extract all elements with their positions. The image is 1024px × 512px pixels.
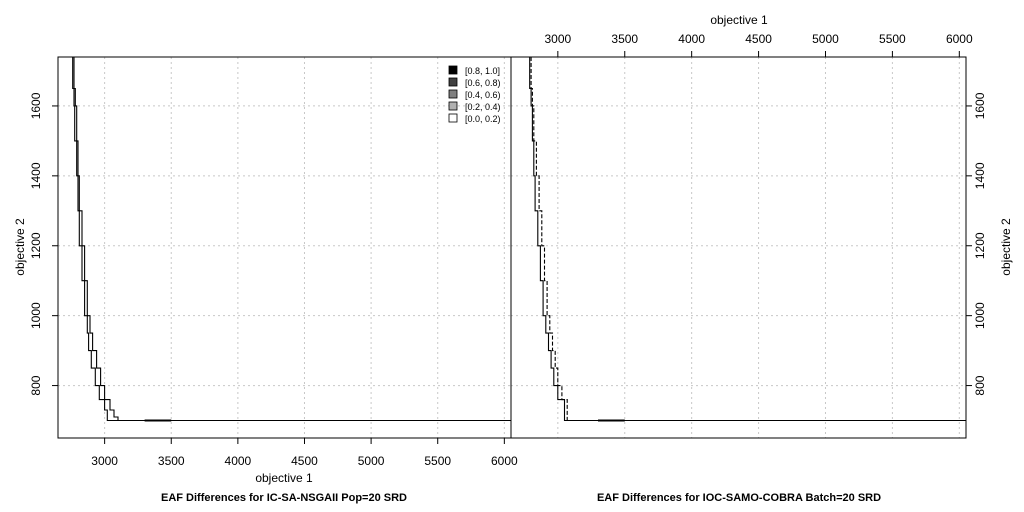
series-line-1: [72, 57, 511, 422]
x-tick-label: 6000: [491, 454, 518, 468]
legend-swatch: [448, 89, 458, 99]
legend-label: [0.0, 0.2): [465, 114, 501, 124]
legend-label: [0.2, 0.4): [465, 102, 501, 112]
x-tick-label: 3000: [91, 454, 118, 468]
panel-title: EAF Differences for IOC-SAMO-COBRA Batch…: [597, 492, 881, 504]
y-tick-label: 1000: [973, 302, 987, 329]
left-panel: 3000 3500 4000 4500 5000 5500 6000 objective 1 8…: [13, 56, 518, 504]
y-tick-label: 1600: [973, 92, 987, 119]
y-tick-label: 1200: [973, 232, 987, 259]
x-tick-label: 5000: [358, 454, 385, 468]
legend-label: [0.4, 0.6): [465, 90, 501, 100]
y-tick-label: 1200: [29, 232, 43, 259]
x-axis-title: objective 1: [710, 13, 768, 27]
legend-swatch: [448, 65, 458, 75]
panel-title: EAF Differences for IC-SA-NSGAII Pop=20 …: [161, 492, 407, 504]
x-tick-label: 5500: [879, 32, 906, 46]
legend-label: [0.8, 1.0]: [465, 66, 500, 76]
legend-swatch: [448, 101, 458, 111]
series-line-2: [530, 57, 966, 422]
y-tick-label: 1400: [973, 162, 987, 189]
x-tick-label: 3500: [611, 32, 638, 46]
y-tick-label: 1000: [29, 302, 43, 329]
legend-swatch: [448, 113, 458, 123]
y-tick-label: 800: [973, 375, 987, 395]
y-tick-label: 1600: [29, 92, 43, 119]
right-panel: 3000 3500 4000 4500 5000 5500 6000 objective 1 8…: [510, 13, 1013, 504]
x-axis-title: objective 1: [255, 471, 313, 485]
x-tick-label: 3000: [544, 32, 571, 46]
y-axis-title: objective 2: [999, 218, 1013, 276]
x-tick-label: 5000: [812, 32, 839, 46]
x-tick-label: 5500: [424, 454, 451, 468]
x-tick-label: 4500: [745, 32, 772, 46]
x-tick-label: 4000: [225, 454, 252, 468]
series-line-1: [529, 57, 966, 422]
x-tick-label: 4000: [678, 32, 705, 46]
plot-frame: [510, 56, 967, 439]
x-tick-label: 3500: [158, 454, 185, 468]
y-axis-title: objective 2: [13, 218, 27, 276]
legend-swatch: [448, 77, 458, 87]
series-line-2: [73, 57, 511, 422]
x-tick-label: 6000: [946, 32, 973, 46]
legend: [0.8, 1.0] [0.6, 0.8) [0.4, 0.6) [0.2, 0.4)…: [448, 65, 501, 124]
y-tick-label: 800: [29, 375, 43, 395]
x-tick-label: 4500: [291, 454, 318, 468]
y-tick-label: 1400: [29, 162, 43, 189]
plot-frame: [57, 56, 512, 439]
legend-label: [0.6, 0.8): [465, 78, 501, 88]
